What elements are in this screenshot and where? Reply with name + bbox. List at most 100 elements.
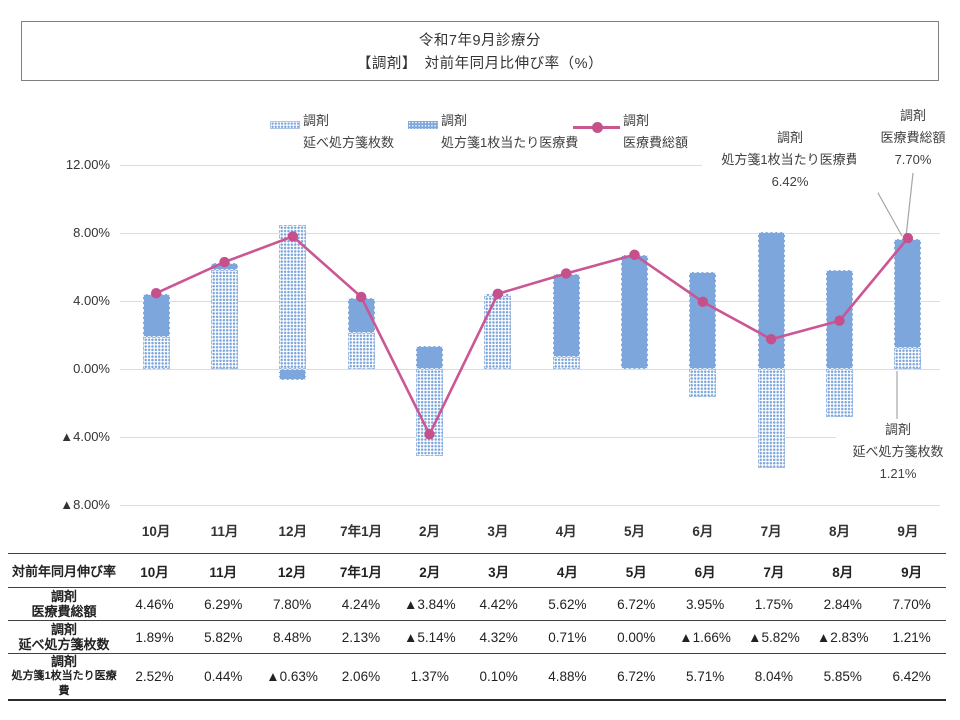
page-title: 【調剤】 対前年同月比伸び率（%）: [356, 56, 604, 72]
callout-value: 6.42%: [771, 174, 809, 189]
total-cost-marker: [765, 334, 777, 345]
table-cell: 6.42%: [877, 653, 946, 701]
bar-segment-prescription-count: [142, 336, 170, 369]
title-box: 令和7年9月診療分 【調剤】 対前年同月比伸び率（%）: [21, 21, 939, 81]
table-month-header: 10月: [120, 553, 189, 588]
table-row: 調剤 医療費総額 4.46% 6.29% 7.80% 4.24% ▲3.84% 4.42% 5.…: [8, 587, 946, 621]
bar-segment-prescription-count: [826, 369, 853, 418]
legend-label: 延べ処方箋枚数: [303, 135, 395, 150]
table-month-header: 12月: [257, 553, 327, 588]
total-cost-marker: [629, 249, 640, 260]
total-cost-marker: [287, 231, 299, 242]
bar-segment-prescription-count: [689, 369, 717, 398]
bar-segment-prescription-count: [552, 356, 580, 369]
callout-line: 医療費総額: [880, 130, 946, 145]
total-cost-line: [155, 234, 909, 438]
x-axis-month-label: 2月: [418, 524, 440, 539]
total-cost-marker: [834, 315, 845, 326]
bar-segment-prescription-count: [416, 369, 443, 457]
total-cost-marker: [560, 268, 572, 279]
total-cost-marker: [355, 291, 367, 303]
table-cell: 2.13%: [326, 620, 396, 654]
legend-swatch-solid-bar: [408, 121, 438, 129]
table-cell: ▲3.84%: [395, 587, 465, 621]
table-month-header: 5月: [601, 553, 671, 588]
callout-cost-per-prescription: 調剤 処方箋1枚当たり医療費 6.42%: [702, 127, 878, 193]
bar-segment-cost-per-prescription: [142, 294, 170, 337]
x-axis-month-label: 7年1月: [340, 524, 383, 539]
callout-line: 調剤: [899, 108, 926, 123]
table-cell: 4.88%: [533, 653, 602, 701]
x-axis-month-label: 3月: [487, 524, 509, 539]
gridline: [120, 369, 940, 370]
table-month-header: 3月: [464, 553, 534, 588]
bar-segment-cost-per-prescription: [416, 345, 443, 369]
report-period-title: 令和7年9月診療分: [418, 33, 542, 49]
y-axis-tick-label: 12.00%: [65, 157, 110, 172]
x-axis-month-label: 5月: [623, 524, 645, 539]
total-cost-marker: [902, 232, 914, 244]
table-cell: 8.04%: [739, 653, 809, 701]
bar-segment-prescription-count: [757, 369, 785, 468]
growth-rate-table: 対前年同月伸び率 10月 11月 12月 7年1月 2月 3月 4月 5月 6月 7月 8月 9月 調剤医…: [8, 553, 946, 701]
bar-segment-cost-per-prescription: [279, 369, 307, 380]
line-series-layer: [150, 172, 914, 440]
table-corner-label: 対前年同月伸び率: [8, 553, 121, 588]
table-cell: 0.71%: [533, 620, 602, 654]
table-row-label: 調剤 処方箋1枚当たり医療費: [8, 653, 121, 701]
table-month-header: 11月: [188, 553, 258, 588]
x-axis-month-label: 10月: [141, 524, 171, 539]
total-cost-marker: [424, 429, 435, 440]
table-cell: 5.85%: [808, 653, 878, 701]
legend-label: 医療費総額: [623, 135, 689, 150]
total-cost-marker: [150, 287, 162, 299]
legend-label: 調剤: [623, 113, 650, 128]
table-cell: 6.29%: [188, 587, 258, 621]
y-axis-tick-label: ▲8.00%: [60, 497, 110, 512]
table-cell: 6.72%: [601, 587, 671, 621]
table-cell: 5.71%: [670, 653, 740, 701]
y-axis-tick-label: ▲4.00%: [60, 429, 110, 444]
table-month-header: 9月: [877, 553, 946, 588]
table-cell: 2.06%: [326, 653, 396, 701]
bar-segment-cost-per-prescription: [894, 239, 922, 349]
total-cost-marker: [492, 288, 504, 300]
table-cell: 7.80%: [257, 587, 327, 621]
callout-total-cost: 調剤 医療費総額 7.70%: [856, 105, 960, 171]
x-axis-month-label: 12月: [278, 524, 308, 539]
bar-segment-cost-per-prescription: [621, 254, 648, 369]
bar-segment-prescription-count: [347, 332, 375, 369]
table-cell: 2.52%: [120, 653, 189, 701]
bar-segment-cost-per-prescription: [552, 273, 580, 357]
x-axis-month-label: 6月: [692, 524, 714, 539]
table-month-header: 4月: [533, 553, 602, 588]
bar-segment-prescription-count: [279, 224, 307, 369]
table-cell: 4.46%: [120, 587, 189, 621]
x-axis-month-label: 4月: [555, 524, 577, 539]
legend-item-cost-per-prescription: 調剤 処方箋1枚当たり医療費: [441, 110, 578, 154]
legend-label: 調剤: [441, 113, 468, 128]
callout-value: 7.70%: [894, 152, 932, 167]
legend-swatch-line-marker: [592, 122, 603, 133]
y-axis-tick-label: 8.00%: [73, 225, 110, 240]
table-row-label: 調剤 延べ処方箋枚数: [8, 620, 121, 654]
total-cost-marker: [697, 296, 709, 308]
table-cell: ▲2.83%: [808, 620, 878, 654]
table-cell: 3.95%: [670, 587, 740, 621]
table-cell: ▲0.63%: [257, 653, 327, 701]
table-cell: 5.82%: [188, 620, 258, 654]
x-axis-month-label: 8月: [828, 524, 850, 539]
gridline: [120, 233, 940, 234]
x-axis-month-label: 9月: [897, 524, 919, 539]
callout-line: 処方箋1枚当たり医療費: [721, 152, 859, 167]
bar-segment-prescription-count: [894, 348, 922, 369]
table-cell: 7.70%: [877, 587, 946, 621]
table-cell: ▲5.82%: [739, 620, 809, 654]
table-row-label: 調剤 医療費総額: [8, 587, 121, 621]
bar-segment-cost-per-prescription: [757, 232, 785, 369]
table-cell: ▲1.66%: [670, 620, 740, 654]
table-month-header: 7年1月: [326, 553, 396, 588]
table-cell: 0.00%: [601, 620, 671, 654]
callout-leader-line: [905, 172, 914, 238]
table-cell: 6.72%: [601, 653, 671, 701]
